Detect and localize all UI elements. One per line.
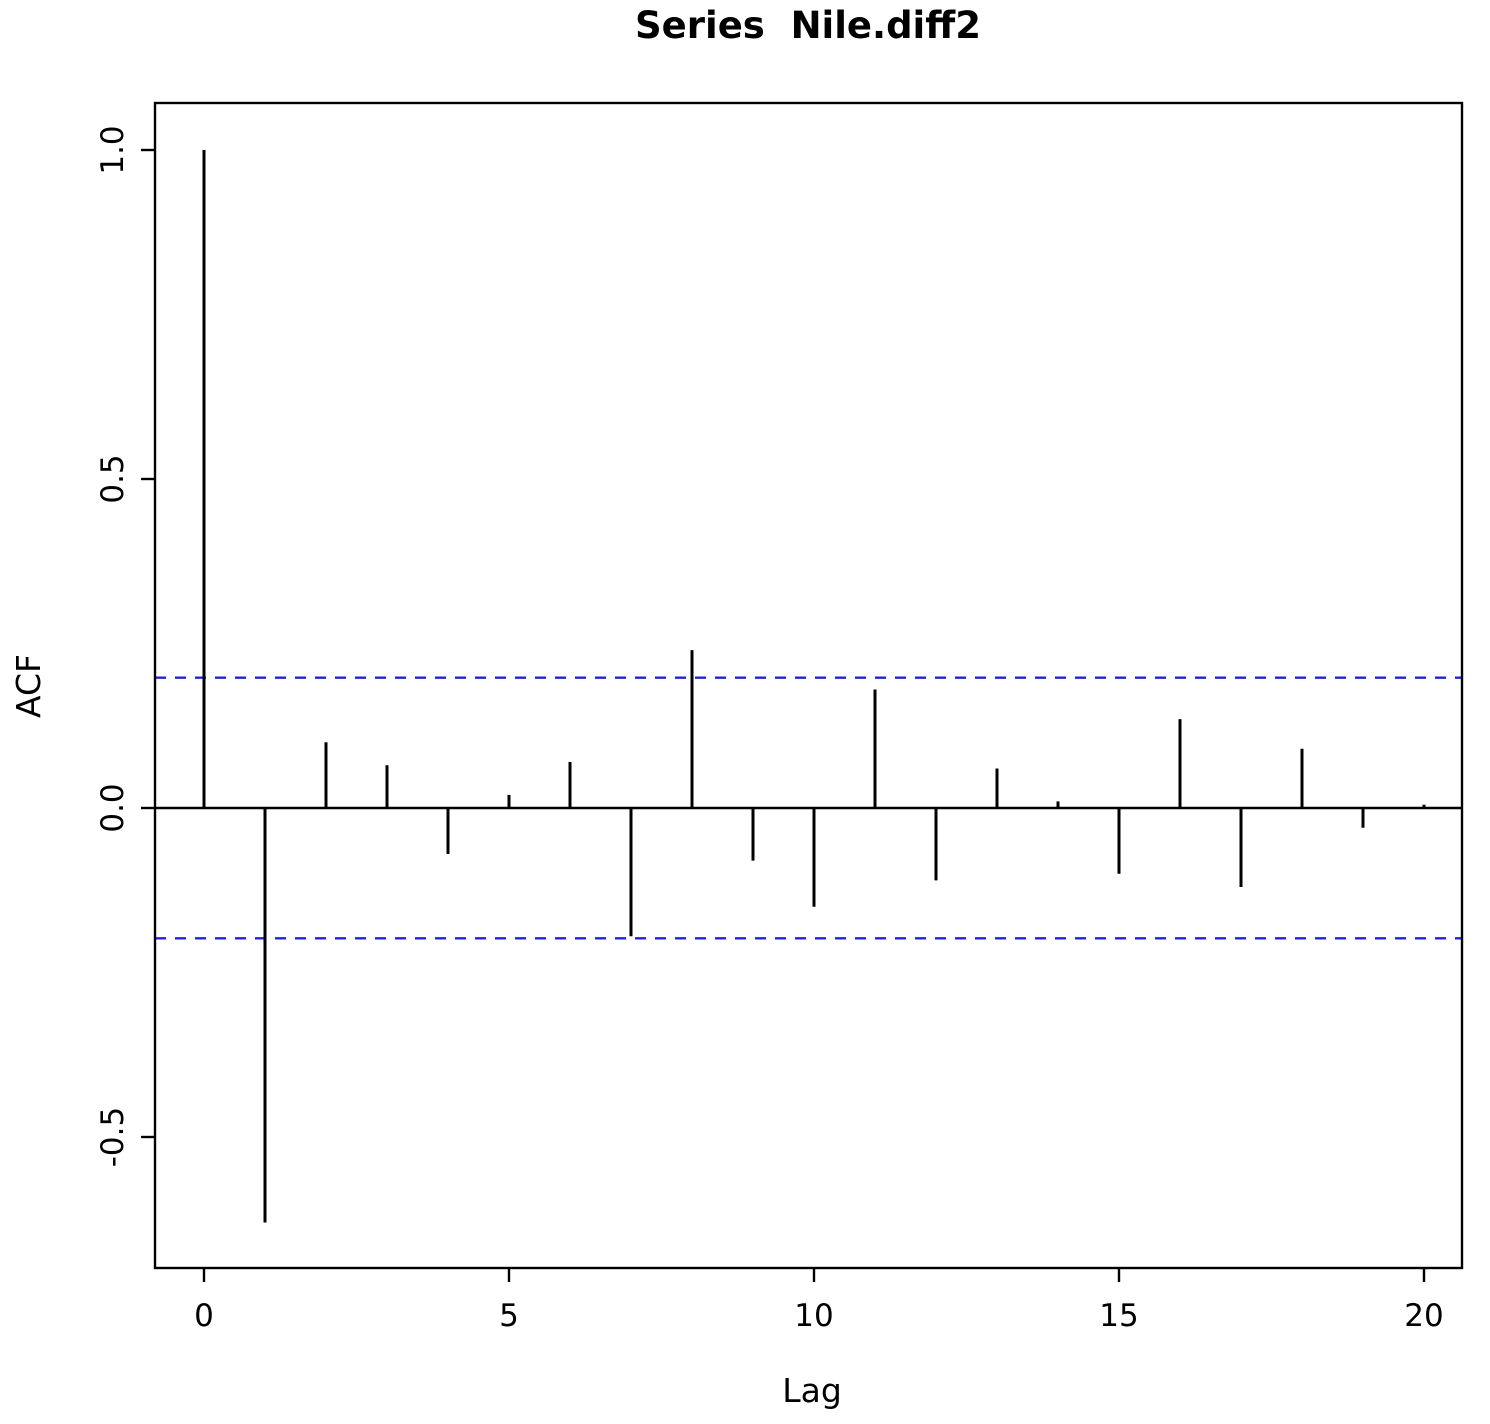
x-tick-label-15: 15 <box>1099 1298 1138 1334</box>
y-tick-label--0.5: -0.5 <box>95 1107 131 1168</box>
x-tick-label-0: 0 <box>194 1298 214 1334</box>
y-tick-label-0.0: 0.0 <box>95 783 131 832</box>
plot-border <box>153 101 1464 1270</box>
x-tick-label-10: 10 <box>794 1298 833 1334</box>
y-axis-label: ACF <box>9 654 48 718</box>
x-axis-label: Lag <box>782 1371 842 1410</box>
plot-layer: 0 5 10 15 20 -0.5 0.0 0.5 1.0 <box>95 101 1464 1334</box>
y-tick-label-0.5: 0.5 <box>95 454 131 503</box>
y-tick-label-1.0: 1.0 <box>95 125 131 174</box>
x-tick-label-5: 5 <box>499 1298 519 1334</box>
chart-title: Series Nile.diff2 <box>635 4 981 47</box>
x-tick-label-20: 20 <box>1404 1298 1443 1334</box>
